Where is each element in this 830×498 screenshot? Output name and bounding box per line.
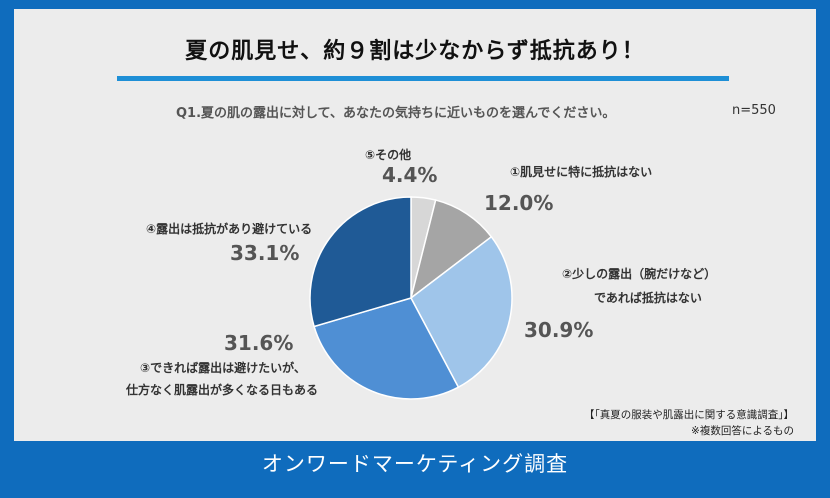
- slice-pct-little-exposure-ok: 30.9%: [524, 318, 594, 342]
- pie-slice-no-resistance: [409, 199, 493, 300]
- slice-label-no-resistance: ①肌見せに特に抵抗はない: [510, 165, 653, 179]
- slice-pct-avoiding: 33.1%: [230, 241, 300, 265]
- source-note: 【「真夏の服装や肌露出に関する意識調査」】 ※複数回答によるもの: [584, 409, 794, 437]
- question-text: Q1.夏の肌の露出に対して、あなたの気持ちに近いものを選んでください。: [176, 106, 616, 121]
- footer-brand: オンワードマーケティング調査: [261, 452, 569, 476]
- title-underline: [117, 76, 729, 81]
- slice-pct-no-resistance: 12.0%: [484, 191, 554, 215]
- slice-pct-avoid-if-possible: 31.6%: [224, 331, 294, 355]
- sample-size: n=550: [732, 103, 776, 118]
- pie-slice-avoid-if-possible: [313, 297, 460, 400]
- slice-label-avoiding: ④露出は抵抗があり避けている: [146, 222, 313, 236]
- slice-pct-other: 4.4%: [382, 163, 438, 187]
- pie-slice-little-exposure-ok: [410, 235, 513, 389]
- slice-label-other: ⑤その他: [365, 148, 412, 162]
- slice-label-little-exposure-ok: ②少しの露出（腕だけなど） であれば抵抗はない: [562, 267, 717, 305]
- pie-slice-avoiding: [309, 196, 412, 328]
- chart-title: 夏の肌見せ、約９割は少なからず抵抗あり！: [185, 39, 645, 64]
- slice-label-avoid-if-possible: ③できれば露出は避けたいが、 仕方なく肌露出が多くなる日もある: [126, 361, 319, 397]
